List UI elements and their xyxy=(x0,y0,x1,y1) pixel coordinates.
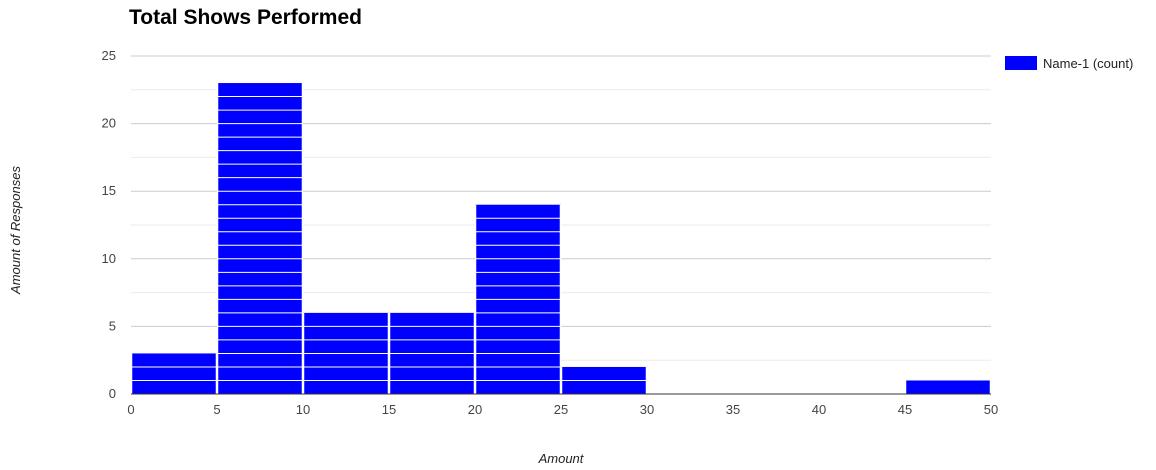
x-axis-ticks: 0 5 10 15 20 25 30 35 40 45 50 xyxy=(127,402,998,417)
bar[interactable] xyxy=(130,353,218,394)
legend-swatch xyxy=(1005,56,1037,70)
x-tick-label: 25 xyxy=(554,402,568,417)
y-tick-label: 10 xyxy=(102,251,116,266)
y-axis-title: Amount of Responses xyxy=(8,166,23,295)
x-tick-label: 10 xyxy=(296,402,310,417)
x-tick-label: 30 xyxy=(640,402,654,417)
bar-fill xyxy=(905,380,991,394)
x-tick-label: 20 xyxy=(468,402,482,417)
x-axis-title: Amount xyxy=(538,451,585,466)
bar[interactable] xyxy=(388,312,476,394)
y-tick-label: 5 xyxy=(109,318,116,333)
legend[interactable]: Name-1 (count) xyxy=(1005,56,1133,71)
x-tick-label: 40 xyxy=(812,402,826,417)
x-tick-label: 45 xyxy=(898,402,912,417)
x-tick-label: 0 xyxy=(127,402,134,417)
y-axis-ticks: 0 5 10 15 20 25 xyxy=(102,48,116,401)
bars xyxy=(130,83,992,394)
y-tick-label: 0 xyxy=(109,386,116,401)
x-tick-label: 15 xyxy=(382,402,396,417)
bar[interactable] xyxy=(474,204,562,394)
bar-fill xyxy=(131,353,217,394)
bar-fill xyxy=(217,83,303,394)
y-tick-label: 20 xyxy=(102,116,116,131)
bar[interactable] xyxy=(302,312,390,394)
y-tick-label: 25 xyxy=(102,48,116,63)
bar[interactable] xyxy=(904,380,992,394)
bar[interactable] xyxy=(216,83,304,394)
bar[interactable] xyxy=(560,366,648,394)
x-tick-label: 35 xyxy=(726,402,740,417)
legend-label: Name-1 (count) xyxy=(1043,56,1133,71)
y-tick-label: 15 xyxy=(102,183,116,198)
x-tick-label: 50 xyxy=(984,402,998,417)
x-tick-label: 5 xyxy=(213,402,220,417)
chart-title: Total Shows Performed xyxy=(129,6,362,29)
